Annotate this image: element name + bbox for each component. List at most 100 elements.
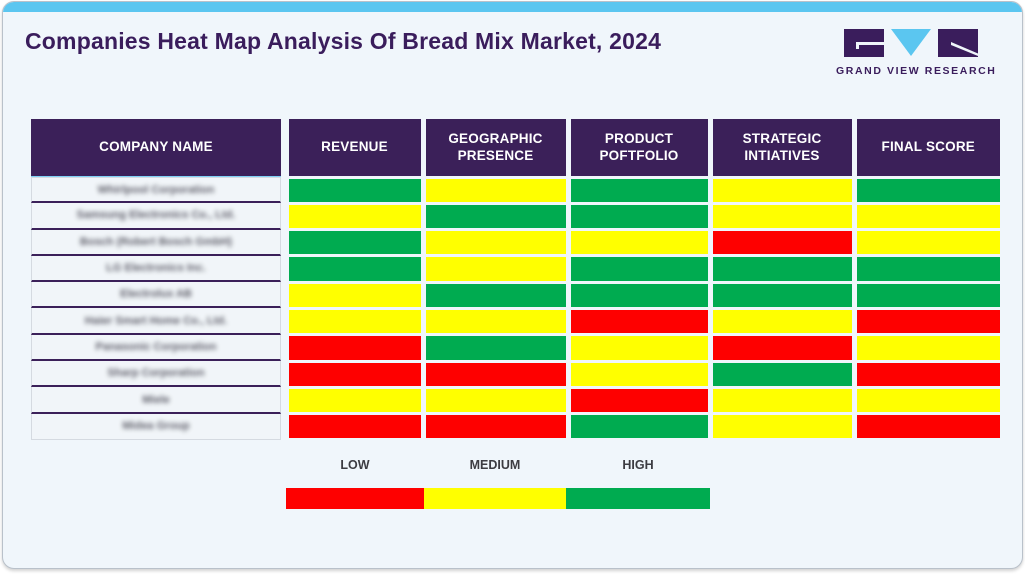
table-row: Whirlpool Corporation <box>31 177 1000 204</box>
brand-name: GRAND VIEW RESEARCH <box>836 65 997 77</box>
company-name: Electrolux AB <box>120 288 192 301</box>
heat-cell <box>286 335 423 361</box>
heat-cell-low <box>712 231 852 255</box>
company-cell: Sharp Corporation <box>31 361 281 388</box>
heat-cell <box>286 282 423 308</box>
heat-cell-high <box>425 204 566 229</box>
heat-cell-high <box>856 178 1000 202</box>
table-row: Haier Smart Home Co., Ltd. <box>31 308 1000 335</box>
company-cell: Haier Smart Home Co., Ltd. <box>31 308 281 335</box>
heat-cell-high <box>288 178 421 202</box>
heat-cell <box>423 256 568 282</box>
heat-cell <box>854 387 1000 413</box>
heat-cell-low <box>712 336 852 360</box>
heat-cell <box>854 230 1000 256</box>
company-name: Samsung Electronics Co., Ltd. <box>76 209 236 222</box>
heat-cell-medium <box>856 336 1000 360</box>
heat-cell-medium <box>288 283 421 307</box>
heat-cell <box>568 308 710 334</box>
logo-g-icon <box>844 29 884 57</box>
heat-cell-high <box>712 362 852 386</box>
company-name: Haier Smart Home Co., Ltd. <box>84 314 228 327</box>
heat-cell <box>423 177 568 203</box>
heat-cell-medium <box>856 231 1000 255</box>
heat-cell <box>854 361 1000 387</box>
heat-cell <box>568 203 710 229</box>
column-header-final-score: FINAL SCORE <box>854 119 1000 176</box>
heat-cell-high <box>425 336 566 360</box>
heat-cell <box>854 282 1000 308</box>
table-header: COMPANY NAME REVENUE GEOGRAPHIC PRESENCE… <box>31 119 1000 179</box>
heat-cell <box>286 256 423 282</box>
table-row: Midea Group <box>31 413 1000 440</box>
heat-cell <box>710 414 854 440</box>
table-row: Electrolux AB <box>31 282 1000 309</box>
heat-cell-medium <box>570 336 708 360</box>
heat-cell-medium <box>425 257 566 281</box>
heat-cell-high <box>856 257 1000 281</box>
heat-cell-high <box>570 257 708 281</box>
heat-cell <box>286 203 423 229</box>
legend-segment-medium <box>424 488 566 509</box>
heat-cell <box>286 230 423 256</box>
heat-cell <box>710 361 854 387</box>
heat-cell-high <box>712 283 852 307</box>
heat-cell <box>568 361 710 387</box>
column-header-company: COMPANY NAME <box>31 119 286 179</box>
heat-cell-low <box>425 415 566 439</box>
heat-cell-medium <box>288 309 421 334</box>
heatmap-table: COMPANY NAME REVENUE GEOGRAPHIC PRESENCE… <box>31 119 1000 440</box>
logo-marks <box>836 29 986 59</box>
heat-cell <box>423 203 568 229</box>
heat-cell-high <box>856 283 1000 307</box>
heat-cell-medium <box>712 388 852 413</box>
heat-cell-low <box>425 362 566 386</box>
table-body: Whirlpool Corporation Samsung Electronic… <box>31 177 1000 440</box>
page-title: Companies Heat Map Analysis Of Bread Mix… <box>25 28 662 54</box>
heat-cell <box>710 308 854 334</box>
heat-cell-low <box>288 362 421 386</box>
heat-cell <box>568 414 710 440</box>
heat-cell-medium <box>288 204 421 229</box>
heat-cell-medium <box>712 309 852 334</box>
heat-cell <box>423 308 568 334</box>
logo-r-icon <box>938 29 978 57</box>
logo-v-icon <box>891 29 931 56</box>
legend: LOW MEDIUM HIGH <box>286 458 710 509</box>
heat-cell <box>710 203 854 229</box>
heat-cell-medium <box>288 388 421 413</box>
heat-cell <box>710 282 854 308</box>
heat-cell-medium <box>425 388 566 413</box>
table-row: Panasonic Corporation <box>31 334 1000 362</box>
heat-cell-high <box>570 204 708 229</box>
heat-cell <box>423 282 568 308</box>
heat-cell <box>568 177 710 203</box>
heat-cell-low <box>570 388 708 413</box>
heat-cell-medium <box>712 415 852 439</box>
company-name: Bosch (Robert Bosch GmbH) <box>79 235 233 248</box>
heat-cell <box>854 308 1000 334</box>
heat-cell-low <box>288 415 421 439</box>
heat-cell-low <box>856 309 1000 334</box>
heat-cell <box>854 177 1000 203</box>
legend-bar <box>286 488 710 509</box>
company-cell: Panasonic Corporation <box>31 334 281 362</box>
legend-segment-low <box>286 488 424 509</box>
heat-cell-medium <box>712 178 852 202</box>
heat-cell-low <box>288 336 421 360</box>
heat-cell-low <box>856 362 1000 386</box>
heat-cell-medium <box>856 204 1000 229</box>
heat-cell-medium <box>425 231 566 255</box>
heat-cell-medium <box>425 309 566 334</box>
heat-cell <box>568 282 710 308</box>
heat-cell <box>286 361 423 387</box>
heat-cell <box>854 203 1000 229</box>
heat-cell-high <box>425 283 566 307</box>
table-row: Samsung Electronics Co., Ltd. <box>31 203 1000 230</box>
column-header-strategic-initiatives: STRATEGIC INTIATIVES <box>710 119 854 176</box>
legend-labels: LOW MEDIUM HIGH <box>286 458 710 472</box>
column-header-product-portfolio: PRODUCT POFTFOLIO <box>568 119 710 176</box>
heat-cell <box>710 230 854 256</box>
heat-cell-medium <box>856 388 1000 413</box>
